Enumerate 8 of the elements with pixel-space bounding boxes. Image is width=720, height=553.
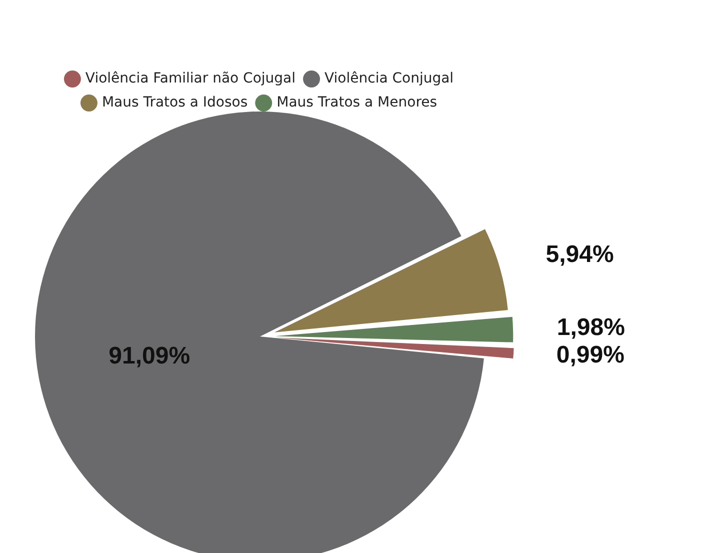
- data-label: 1,98%: [556, 314, 625, 342]
- data-label: 5,94%: [546, 241, 614, 268]
- legend-label: Violência Conjugal: [324, 70, 454, 87]
- data-label: 91,09%: [108, 342, 190, 370]
- data-label: 0,99%: [556, 342, 624, 369]
- legend-label: Maus Tratos a Menores: [276, 94, 438, 111]
- legend-label: Maus Tratos a Idosos: [102, 94, 248, 111]
- legend-label: Violência Familiar não Cojugal: [85, 70, 296, 87]
